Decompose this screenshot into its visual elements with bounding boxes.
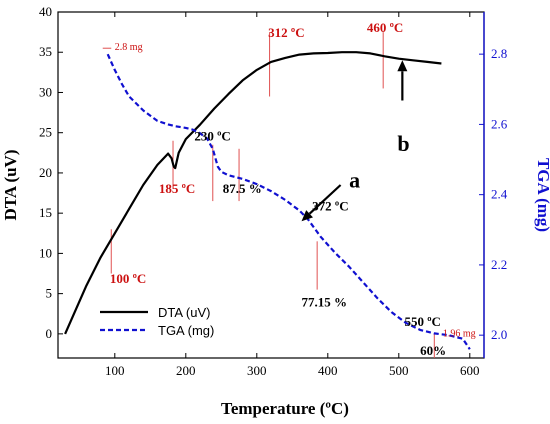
left-tick-label: 10 <box>39 245 52 260</box>
x-tick-label: 400 <box>318 363 338 378</box>
annotation-label: 460 ºC <box>367 20 403 35</box>
dta-series-line <box>64 51 442 335</box>
annotation-label: 312 ºC <box>268 25 304 40</box>
x-tick-label: 300 <box>247 363 267 378</box>
annotation-label: 230 ºC <box>194 129 230 144</box>
left-tick-label: 25 <box>39 125 52 140</box>
x-tick-label: 100 <box>105 363 125 378</box>
right-tick-label: 2.6 <box>491 116 508 131</box>
left-tick-label: 5 <box>46 286 53 301</box>
x-axis-title: Temperature (ºC) <box>221 399 349 418</box>
annotation-label: 550 ºC <box>404 314 440 329</box>
callout-arrow-head <box>301 210 313 222</box>
x-tick-label: 200 <box>176 363 196 378</box>
x-tick-label: 500 <box>389 363 409 378</box>
x-axis-ticks: 100 200 300 400 500 600 <box>105 12 480 378</box>
legend-label-dta: DTA (uV) <box>158 305 211 320</box>
annotation-label: 100 ºC <box>110 271 146 286</box>
left-tick-label: 40 <box>39 4 52 19</box>
left-tick-label: 15 <box>39 205 52 220</box>
series-layer <box>64 51 471 350</box>
right-tick-label: 2.2 <box>491 257 507 272</box>
left-tick-label: 30 <box>39 84 52 99</box>
annotation-label: 87.5 % <box>223 181 262 196</box>
annotation-label: 185 ºC <box>159 181 195 196</box>
callout-label-b: b <box>397 131 409 156</box>
left-tick-label: 35 <box>39 44 52 59</box>
left-axis-title: DTA (uV) <box>1 150 20 221</box>
right-tick-label: 2.8 <box>491 46 507 61</box>
callouts: ba <box>301 60 410 222</box>
tga-series-line <box>106 53 471 350</box>
annotation-label: 77.15 % <box>302 295 348 310</box>
callout-label-a: a <box>349 167 360 192</box>
left-axis-ticks: 0 5 10 15 20 25 30 35 40 <box>39 4 63 341</box>
left-tick-label: 0 <box>46 326 53 341</box>
annotation-label: 2.8 mg <box>115 42 143 53</box>
right-tick-label: 2.0 <box>491 327 507 342</box>
callout-arrow-shaft <box>308 184 342 215</box>
legend-label-tga: TGA (mg) <box>158 323 214 338</box>
right-axis-ticks: 2.0 2.2 2.4 2.6 2.8 <box>479 46 508 342</box>
right-axis-title: TGA (mg) <box>534 158 550 232</box>
annotation-label: 1.96 mg <box>443 328 476 339</box>
callout-arrow-head <box>397 60 408 72</box>
annotation-label: 60% <box>420 343 446 358</box>
left-tick-label: 20 <box>39 165 52 180</box>
right-tick-label: 2.4 <box>491 187 508 202</box>
legend: DTA (uV) TGA (mg) <box>100 305 214 338</box>
x-tick-label: 600 <box>460 363 480 378</box>
